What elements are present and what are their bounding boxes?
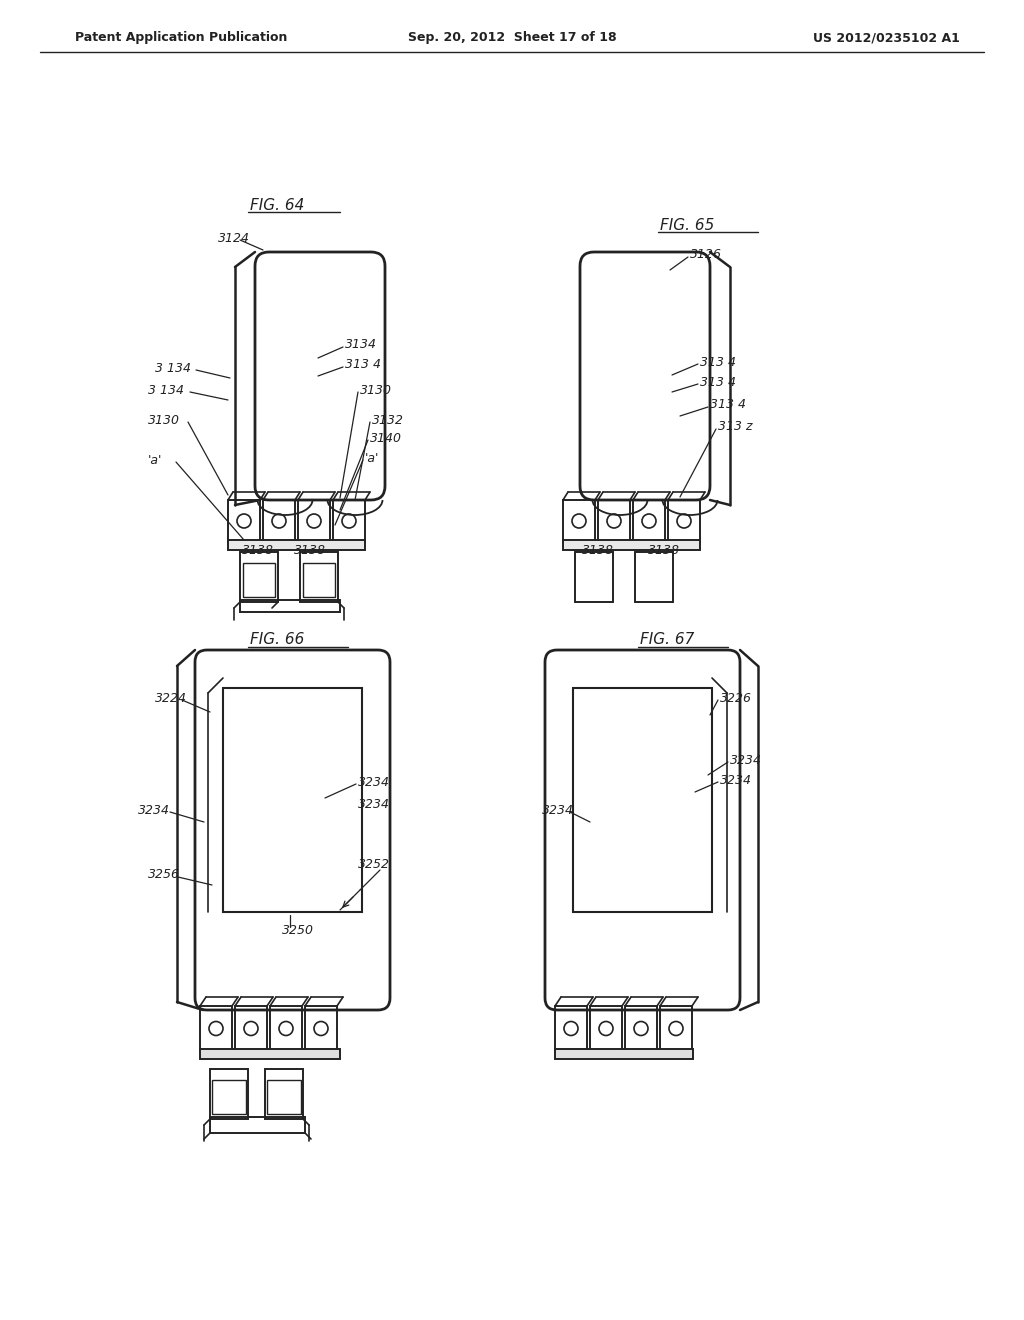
Bar (200, 1049, 340, 1059)
Text: 3234: 3234 (720, 774, 752, 787)
Bar (305, 1006, 337, 1051)
Bar (243, 564, 275, 597)
Text: FIG. 66: FIG. 66 (250, 632, 304, 648)
Text: 313 4: 313 4 (700, 355, 736, 368)
Text: 3140: 3140 (370, 432, 402, 445)
Text: FIG. 65: FIG. 65 (660, 218, 715, 232)
Text: 313 z: 313 z (718, 421, 753, 433)
Text: 3138: 3138 (294, 544, 326, 557)
Bar (625, 1006, 657, 1051)
Text: 3124: 3124 (218, 231, 250, 244)
Text: 3234: 3234 (730, 754, 762, 767)
Text: 3138: 3138 (582, 544, 614, 557)
Text: 3132: 3132 (372, 413, 404, 426)
Text: 3 134: 3 134 (155, 362, 191, 375)
Text: 3250: 3250 (282, 924, 314, 936)
Text: 3234: 3234 (358, 797, 390, 810)
Bar (240, 552, 278, 602)
Text: 3252: 3252 (358, 858, 390, 871)
Text: 3138: 3138 (242, 544, 274, 557)
Bar (575, 552, 613, 602)
Text: 313 4: 313 4 (700, 375, 736, 388)
Bar (210, 1069, 248, 1119)
Bar (234, 1006, 267, 1051)
Bar (333, 500, 365, 543)
Bar (668, 500, 700, 543)
Bar (555, 1006, 587, 1051)
Bar (210, 1117, 305, 1133)
Bar (563, 500, 595, 543)
Text: 'a': 'a' (148, 454, 163, 466)
Text: 3134: 3134 (345, 338, 377, 351)
Bar (228, 500, 260, 543)
Text: FIG. 67: FIG. 67 (640, 632, 694, 648)
Bar (555, 1049, 693, 1059)
Bar (265, 1069, 303, 1119)
Text: 3138: 3138 (648, 544, 680, 557)
Bar (212, 1080, 246, 1114)
Text: Patent Application Publication: Patent Application Publication (75, 32, 288, 45)
Text: 3226: 3226 (720, 692, 752, 705)
Text: 3234: 3234 (542, 804, 574, 817)
Bar (223, 688, 362, 912)
Bar (298, 500, 330, 543)
Bar (200, 1006, 232, 1051)
Text: 3234: 3234 (138, 804, 170, 817)
Text: 313 4: 313 4 (710, 399, 746, 412)
Bar (267, 1080, 301, 1114)
Bar (563, 540, 700, 550)
Text: FIG. 64: FIG. 64 (250, 198, 304, 213)
Bar (633, 500, 665, 543)
Bar (228, 540, 365, 550)
Bar (240, 601, 340, 612)
Text: 313 4: 313 4 (345, 359, 381, 371)
Bar (300, 552, 338, 602)
Bar (270, 1006, 302, 1051)
Bar (660, 1006, 692, 1051)
Bar (635, 552, 673, 602)
Text: 3224: 3224 (155, 692, 187, 705)
Text: 3130: 3130 (148, 413, 180, 426)
Text: 3130: 3130 (360, 384, 392, 396)
Text: 'a': 'a' (365, 451, 379, 465)
Bar (303, 564, 335, 597)
Bar (598, 500, 630, 543)
Text: 3256: 3256 (148, 869, 180, 882)
Text: 3234: 3234 (358, 776, 390, 788)
Text: 3126: 3126 (690, 248, 722, 261)
Bar (573, 688, 712, 912)
Text: Sep. 20, 2012  Sheet 17 of 18: Sep. 20, 2012 Sheet 17 of 18 (408, 32, 616, 45)
Text: 3 134: 3 134 (148, 384, 184, 396)
Text: US 2012/0235102 A1: US 2012/0235102 A1 (813, 32, 961, 45)
Bar (263, 500, 295, 543)
Bar (590, 1006, 622, 1051)
